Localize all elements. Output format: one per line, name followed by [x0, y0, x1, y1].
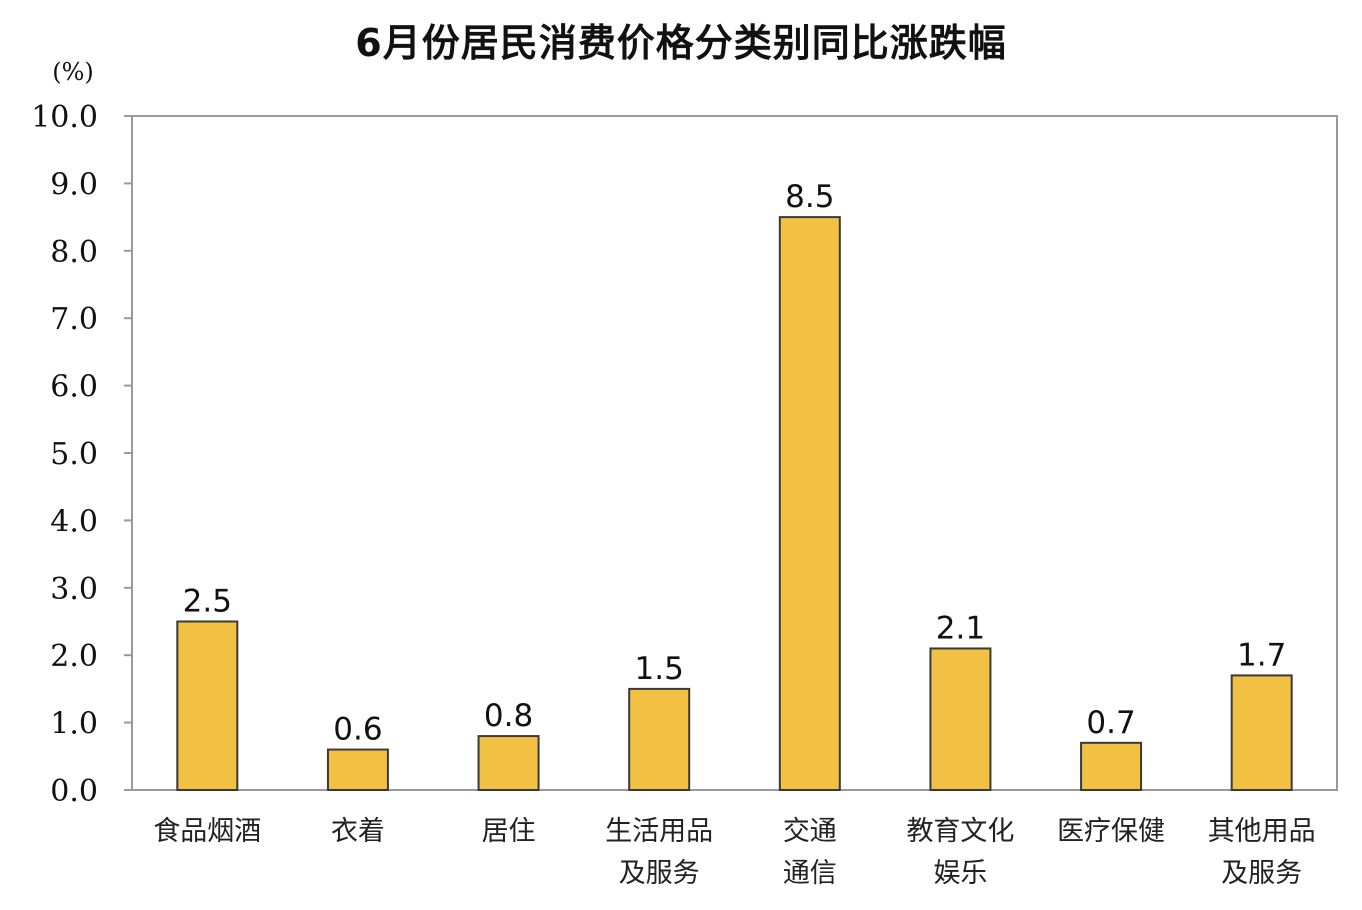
bar — [929, 647, 992, 792]
data-label: 8.5 — [785, 179, 834, 215]
y-tick-label: 4.0 — [50, 504, 98, 539]
bar — [1080, 741, 1143, 792]
y-axis-unit-label: (%) — [52, 58, 94, 86]
x-tick-label: 教育文化 — [906, 816, 1014, 847]
x-tick-label: 娱乐 — [933, 858, 987, 889]
y-tick-label: 3.0 — [50, 572, 98, 607]
y-tick-label: 7.0 — [50, 302, 98, 337]
y-tick-label: 5.0 — [50, 437, 98, 472]
data-label: 0.7 — [1086, 705, 1135, 741]
bar-layer — [176, 216, 1293, 792]
x-tick-label: 食品烟酒 — [153, 816, 261, 847]
bar — [176, 620, 239, 791]
x-tick-label: 其他用品 — [1208, 816, 1316, 847]
y-tick-label: 10.0 — [31, 100, 98, 135]
x-tick-label: 及服务 — [1221, 858, 1302, 889]
x-tick-label: 交通 — [783, 816, 837, 847]
x-tick-label: 医疗保健 — [1057, 816, 1165, 847]
chart-title: 6月份居民消费价格分类别同比涨跌幅 — [355, 21, 1007, 65]
data-label: 1.5 — [635, 651, 684, 687]
y-tick-label: 1.0 — [50, 707, 98, 742]
y-tick-label: 0.0 — [50, 774, 98, 809]
data-label: 2.5 — [183, 584, 232, 620]
data-label: 0.8 — [484, 698, 533, 734]
data-label: 1.7 — [1237, 637, 1286, 673]
bar — [1230, 674, 1293, 791]
y-tick-label: 6.0 — [50, 370, 98, 405]
plot-frame — [131, 115, 1338, 791]
y-tick-label: 9.0 — [50, 167, 98, 202]
data-label: 0.6 — [333, 712, 382, 748]
x-tick-label: 居住 — [482, 816, 536, 847]
x-tick-label: 及服务 — [619, 858, 700, 889]
bar — [778, 216, 841, 792]
axis-layer: 0.0 1.0 2.0 3.0 4.0 5.0 6.0 7.0 8.0 9.0 10.0 (%) — [31, 58, 1338, 809]
y-tick-label: 2.0 — [50, 639, 98, 674]
y-tick-label: 8.0 — [50, 235, 98, 270]
x-tick-label: 衣着 — [331, 816, 385, 847]
data-label: 2.1 — [936, 610, 985, 646]
x-tick-label: 通信 — [783, 858, 837, 889]
bar — [326, 748, 389, 791]
bar — [628, 687, 691, 792]
x-tick-label: 生活用品 — [605, 816, 713, 847]
bar — [477, 735, 540, 792]
